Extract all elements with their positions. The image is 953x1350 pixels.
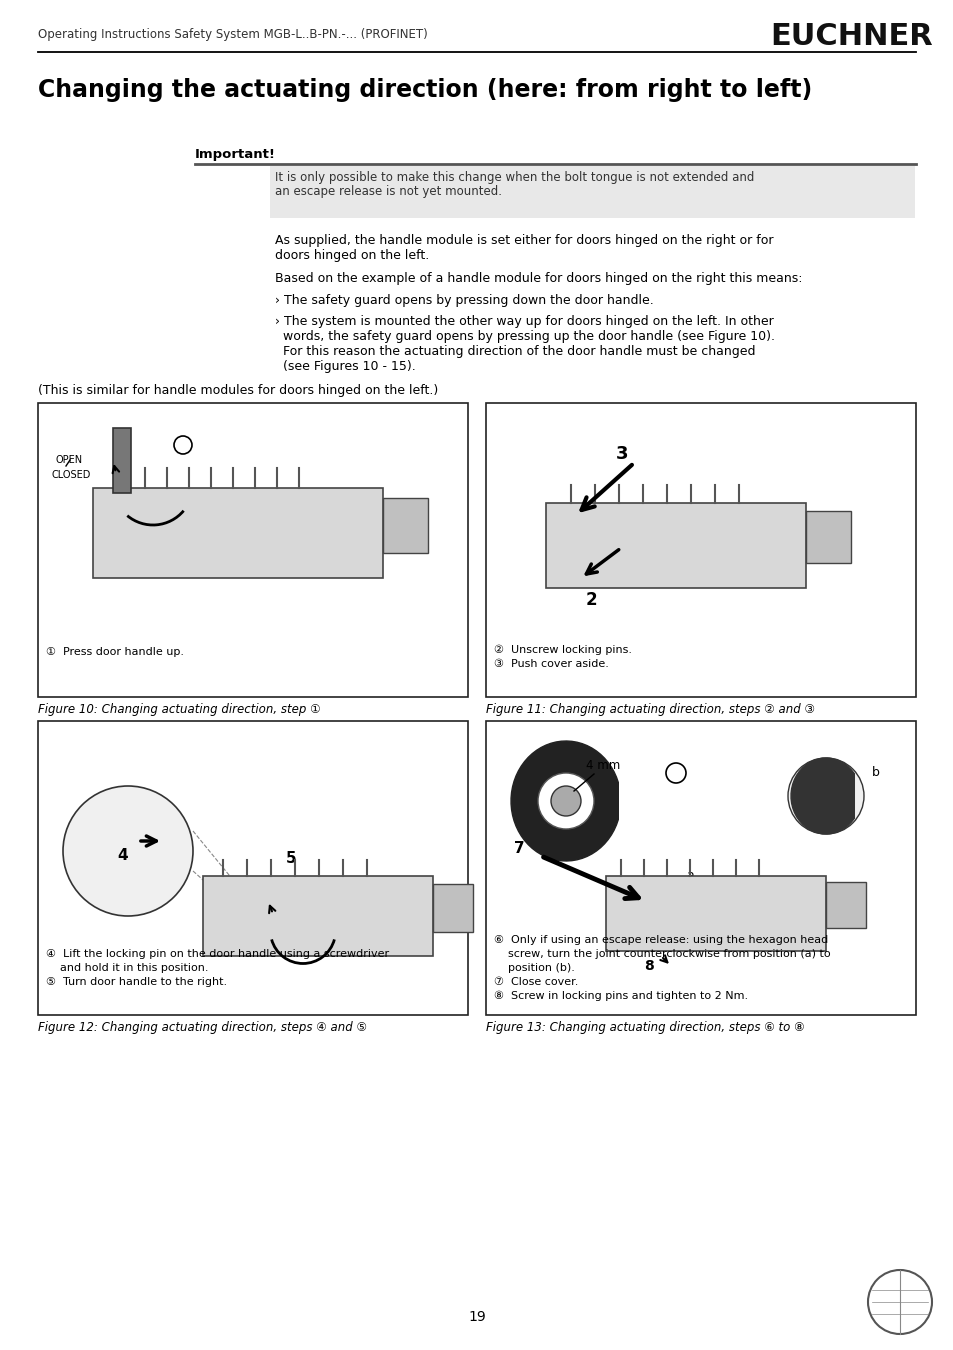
Bar <box>485 404 915 697</box>
Bar <box>485 721 915 1015</box>
Polygon shape <box>511 741 618 861</box>
Circle shape <box>665 763 685 783</box>
Text: Figure 11: Changing actuating direction, steps ② and ③: Figure 11: Changing actuating direction,… <box>485 703 814 716</box>
Text: Figure 12: Changing actuating direction, steps ④ and ⑤: Figure 12: Changing actuating direction,… <box>38 1021 367 1034</box>
Bar <box>805 512 850 563</box>
Text: b: b <box>871 765 879 779</box>
Bar <box>825 882 865 927</box>
Text: ⑦  Close cover.: ⑦ Close cover. <box>494 977 578 987</box>
Text: ①  Press door handle up.: ① Press door handle up. <box>46 647 184 657</box>
Text: 1: 1 <box>180 441 186 451</box>
Text: OPEN: OPEN <box>56 455 83 464</box>
Text: It is only possible to make this change when the bolt tongue is not extended and: It is only possible to make this change … <box>274 171 754 184</box>
Text: Operating Instructions Safety System MGB-L..B-PN.-... (PROFINET): Operating Instructions Safety System MGB… <box>38 28 427 40</box>
Text: and hold it in this position.: and hold it in this position. <box>46 963 209 973</box>
Text: 4 mm: 4 mm <box>585 759 619 772</box>
Text: For this reason the actuating direction of the door handle must be changed: For this reason the actuating direction … <box>274 346 755 358</box>
Circle shape <box>63 786 193 917</box>
Bar <box>382 498 428 554</box>
Bar <box>112 428 131 493</box>
Text: (This is similar for handle modules for doors hinged on the left.): (This is similar for handle modules for … <box>38 383 437 397</box>
Circle shape <box>551 786 580 815</box>
Text: EUCHNER: EUCHNER <box>769 22 932 51</box>
Text: ⑤  Turn door handle to the right.: ⑤ Turn door handle to the right. <box>46 977 227 987</box>
Bar <box>545 504 805 589</box>
Text: 5: 5 <box>285 850 296 865</box>
Bar <box>92 487 382 578</box>
Text: words, the safety guard opens by pressing up the door handle (see Figure 10).: words, the safety guard opens by pressin… <box>274 329 774 343</box>
Text: position (b).: position (b). <box>494 963 575 973</box>
Text: ⑥  Only if using an escape release: using the hexagon head: ⑥ Only if using an escape release: using… <box>494 936 827 945</box>
Text: ③  Push cover aside.: ③ Push cover aside. <box>494 659 608 670</box>
Text: 8: 8 <box>643 958 653 973</box>
Text: 4: 4 <box>117 849 128 864</box>
Circle shape <box>173 436 192 454</box>
Text: 7: 7 <box>514 841 524 856</box>
Text: Changing the actuating direction (here: from right to left): Changing the actuating direction (here: … <box>38 78 811 103</box>
Text: As supplied, the handle module is set either for doors hinged on the right or fo: As supplied, the handle module is set ei… <box>274 234 773 247</box>
Text: ②  Unscrew locking pins.: ② Unscrew locking pins. <box>494 645 631 655</box>
Text: 6: 6 <box>672 769 679 779</box>
Text: CLOSED: CLOSED <box>52 470 91 481</box>
Text: a: a <box>685 869 693 882</box>
Bar <box>270 166 914 217</box>
Text: an escape release is not yet mounted.: an escape release is not yet mounted. <box>274 185 501 198</box>
Bar <box>38 404 468 697</box>
Text: 19: 19 <box>468 1310 485 1324</box>
Bar <box>605 876 825 950</box>
Text: doors hinged on the left.: doors hinged on the left. <box>274 248 429 262</box>
Bar <box>433 884 473 931</box>
Bar <box>38 721 468 1015</box>
Text: Figure 10: Changing actuating direction, step ①: Figure 10: Changing actuating direction,… <box>38 703 320 716</box>
Text: Important!: Important! <box>194 148 275 161</box>
Polygon shape <box>790 759 854 834</box>
Text: ⑧  Screw in locking pins and tighten to 2 Nm.: ⑧ Screw in locking pins and tighten to 2… <box>494 991 747 1002</box>
Text: › The safety guard opens by pressing down the door handle.: › The safety guard opens by pressing dow… <box>274 294 653 306</box>
Circle shape <box>787 757 863 834</box>
Bar <box>203 876 433 956</box>
Circle shape <box>867 1270 931 1334</box>
Text: EUCHNER: EUCHNER <box>879 1300 920 1308</box>
Text: (see Figures 10 - 15).: (see Figures 10 - 15). <box>274 360 416 373</box>
Text: 2: 2 <box>585 591 597 609</box>
Circle shape <box>537 774 594 829</box>
Text: › The system is mounted the other way up for doors hinged on the left. In other: › The system is mounted the other way up… <box>274 315 773 328</box>
Text: Based on the example of a handle module for doors hinged on the right this means: Based on the example of a handle module … <box>274 271 801 285</box>
Text: screw, turn the joint counterclockwise from position (a) to: screw, turn the joint counterclockwise f… <box>494 949 830 958</box>
Text: Figure 13: Changing actuating direction, steps ⑥ to ⑧: Figure 13: Changing actuating direction,… <box>485 1021 803 1034</box>
Text: ④  Lift the locking pin on the door handle using a screwdriver: ④ Lift the locking pin on the door handl… <box>46 949 389 958</box>
Text: 3: 3 <box>616 446 628 463</box>
